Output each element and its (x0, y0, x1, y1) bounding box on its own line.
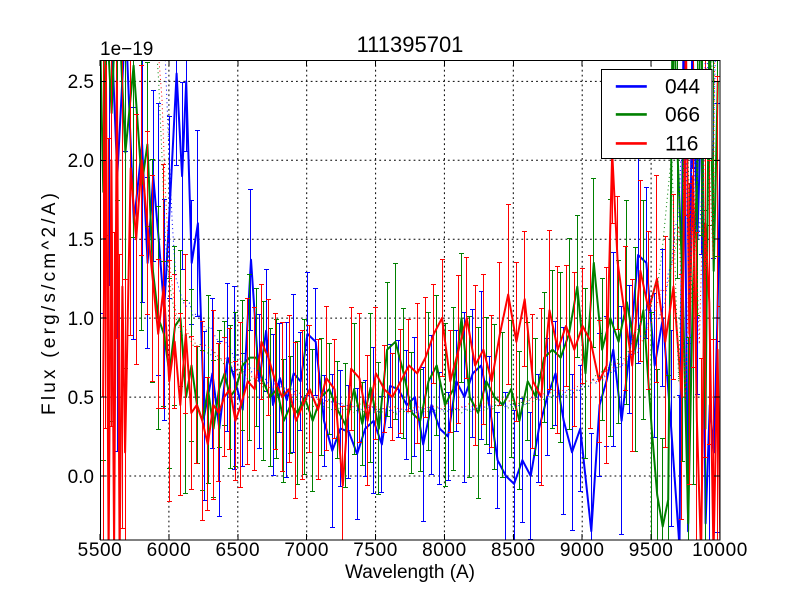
svg-text:5500: 5500 (78, 540, 123, 561)
svg-text:Wavelength (A): Wavelength (A) (345, 562, 475, 583)
svg-text:6500: 6500 (215, 540, 260, 561)
svg-text:6000: 6000 (147, 540, 192, 561)
svg-text:116: 116 (665, 133, 698, 156)
svg-text:7500: 7500 (353, 540, 398, 561)
svg-text:044: 044 (665, 76, 700, 99)
svg-text:8500: 8500 (491, 540, 536, 561)
svg-text:0.0: 0.0 (68, 467, 94, 488)
svg-text:2.5: 2.5 (68, 72, 94, 93)
svg-text:9500: 9500 (629, 540, 674, 561)
svg-text:10000: 10000 (692, 540, 748, 561)
svg-text:0.5: 0.5 (68, 388, 94, 409)
svg-text:7000: 7000 (284, 540, 329, 561)
svg-text:066: 066 (665, 104, 700, 127)
svg-text:9000: 9000 (560, 540, 605, 561)
svg-text:1.0: 1.0 (68, 309, 94, 330)
svg-text:2.0: 2.0 (68, 151, 94, 172)
svg-text:111395701: 111395701 (357, 32, 464, 57)
svg-text:8000: 8000 (422, 540, 467, 561)
svg-text:1.5: 1.5 (68, 230, 94, 251)
svg-text:1e−19: 1e−19 (100, 39, 153, 60)
